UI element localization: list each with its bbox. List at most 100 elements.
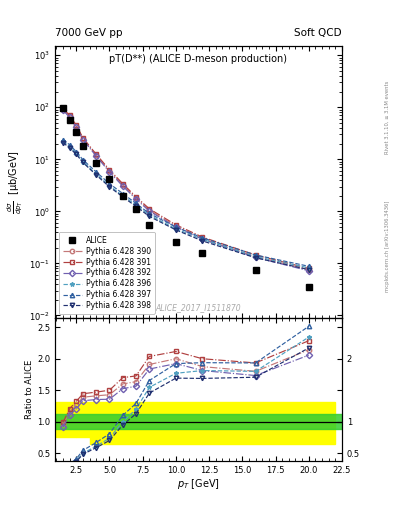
- Pythia 6.428 396: [307, 265, 311, 271]
- Pythia 6.428 397: [94, 169, 99, 175]
- ALICE: [107, 176, 112, 182]
- Pythia 6.428 397: [253, 252, 258, 258]
- ALICE: [81, 143, 85, 149]
- ALICE: [67, 117, 72, 123]
- Pythia 6.428 392: [107, 169, 112, 175]
- Line: ALICE: ALICE: [61, 105, 311, 290]
- Pythia 6.428 398: [147, 214, 152, 220]
- Pythia 6.428 390: [253, 253, 258, 260]
- Pythia 6.428 398: [61, 139, 65, 145]
- Pythia 6.428 391: [120, 181, 125, 187]
- Bar: [55, 414, 342, 429]
- Pythia 6.428 398: [81, 159, 85, 165]
- Pythia 6.428 390: [61, 106, 65, 112]
- Pythia 6.428 398: [174, 227, 178, 233]
- Pythia 6.428 397: [134, 200, 138, 206]
- Pythia 6.428 390: [147, 207, 152, 214]
- Text: Soft QCD: Soft QCD: [294, 28, 342, 38]
- Y-axis label: Ratio to ALICE: Ratio to ALICE: [25, 359, 34, 419]
- Pythia 6.428 398: [253, 255, 258, 261]
- Line: Pythia 6.428 398: Pythia 6.428 398: [61, 140, 311, 272]
- Pythia 6.428 396: [200, 236, 205, 242]
- Pythia 6.428 390: [200, 236, 205, 242]
- Text: ALICE_2017_I1511870: ALICE_2017_I1511870: [156, 303, 241, 312]
- Pythia 6.428 392: [253, 254, 258, 261]
- ALICE: [253, 267, 258, 273]
- ALICE: [307, 284, 311, 290]
- Bar: [56, 401, 76, 437]
- Pythia 6.428 391: [134, 194, 138, 200]
- Pythia 6.428 398: [200, 238, 205, 244]
- ALICE: [174, 239, 178, 245]
- ALICE: [61, 105, 65, 111]
- Pythia 6.428 391: [253, 252, 258, 258]
- Pythia 6.428 397: [61, 137, 65, 143]
- Pythia 6.428 396: [147, 212, 152, 218]
- Pythia 6.428 397: [120, 190, 125, 197]
- Pythia 6.428 391: [94, 151, 99, 157]
- Pythia 6.428 392: [120, 183, 125, 189]
- Pythia 6.428 391: [61, 105, 65, 112]
- Text: 7000 GeV pp: 7000 GeV pp: [55, 28, 123, 38]
- ALICE: [120, 193, 125, 199]
- Bar: [90, 401, 136, 444]
- Pythia 6.428 396: [253, 253, 258, 260]
- Pythia 6.428 396: [74, 151, 79, 157]
- Pythia 6.428 391: [107, 167, 112, 173]
- Pythia 6.428 390: [81, 136, 85, 142]
- Pythia 6.428 398: [120, 194, 125, 200]
- Pythia 6.428 398: [94, 172, 99, 178]
- Pythia 6.428 396: [107, 183, 112, 189]
- Pythia 6.428 397: [74, 148, 79, 155]
- Pythia 6.428 391: [147, 206, 152, 212]
- Pythia 6.428 398: [107, 184, 112, 190]
- Line: Pythia 6.428 397: Pythia 6.428 397: [61, 137, 311, 268]
- Pythia 6.428 391: [307, 265, 311, 271]
- Pythia 6.428 396: [81, 159, 85, 165]
- Pythia 6.428 391: [174, 222, 178, 228]
- Bar: [202, 401, 335, 444]
- Pythia 6.428 398: [74, 151, 79, 157]
- Text: mcplots.cern.ch [arXiv:1306.3436]: mcplots.cern.ch [arXiv:1306.3436]: [385, 200, 390, 291]
- Pythia 6.428 392: [174, 224, 178, 230]
- Pythia 6.428 397: [147, 210, 152, 217]
- Pythia 6.428 391: [200, 234, 205, 240]
- Line: Pythia 6.428 391: Pythia 6.428 391: [61, 106, 311, 271]
- Pythia 6.428 398: [134, 203, 138, 209]
- Pythia 6.428 396: [94, 171, 99, 177]
- Pythia 6.428 390: [94, 152, 99, 158]
- Pythia 6.428 397: [307, 263, 311, 269]
- Pythia 6.428 392: [307, 268, 311, 274]
- Pythia 6.428 392: [134, 196, 138, 202]
- Pythia 6.428 390: [307, 267, 311, 273]
- ALICE: [200, 250, 205, 256]
- Pythia 6.428 397: [174, 224, 178, 230]
- ALICE: [147, 222, 152, 228]
- Pythia 6.428 390: [134, 195, 138, 201]
- Pythia 6.428 390: [67, 113, 72, 119]
- Pythia 6.428 390: [107, 168, 112, 174]
- Pythia 6.428 397: [107, 181, 112, 187]
- Line: Pythia 6.428 390: Pythia 6.428 390: [61, 107, 311, 272]
- ALICE: [74, 129, 79, 135]
- Bar: [76, 401, 90, 437]
- Text: Rivet 3.1.10, ≥ 3.1M events: Rivet 3.1.10, ≥ 3.1M events: [385, 81, 390, 155]
- Pythia 6.428 390: [174, 223, 178, 229]
- Line: Pythia 6.428 396: Pythia 6.428 396: [61, 139, 311, 270]
- Pythia 6.428 396: [134, 202, 138, 208]
- Pythia 6.428 392: [81, 137, 85, 143]
- Pythia 6.428 397: [200, 234, 205, 241]
- Pythia 6.428 391: [74, 122, 79, 129]
- Pythia 6.428 392: [147, 208, 152, 214]
- Pythia 6.428 392: [67, 114, 72, 120]
- Pythia 6.428 397: [67, 142, 72, 148]
- Pythia 6.428 396: [120, 193, 125, 199]
- Pythia 6.428 392: [94, 153, 99, 159]
- Pythia 6.428 396: [67, 143, 72, 150]
- Text: pT(D**) (ALICE D-meson production): pT(D**) (ALICE D-meson production): [110, 54, 287, 64]
- Pythia 6.428 392: [200, 236, 205, 242]
- Y-axis label: $\frac{d\sigma}{dp_T}$  [μb/GeV]: $\frac{d\sigma}{dp_T}$ [μb/GeV]: [6, 150, 25, 214]
- Pythia 6.428 392: [74, 124, 79, 131]
- Bar: [136, 401, 202, 444]
- Pythia 6.428 392: [61, 107, 65, 113]
